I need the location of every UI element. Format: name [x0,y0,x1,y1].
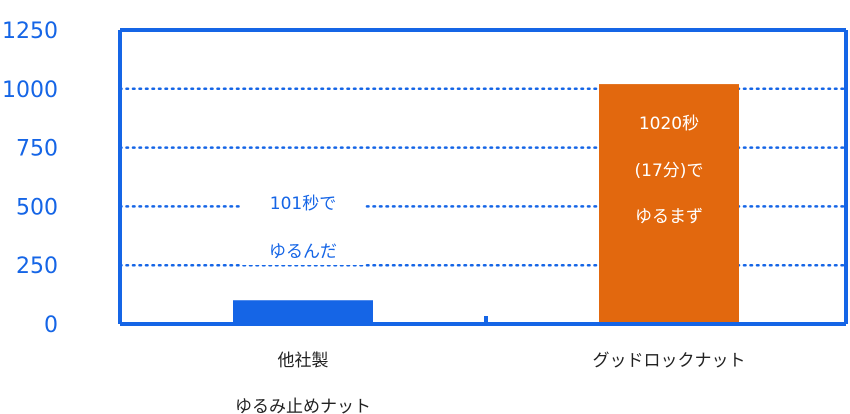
y-tick-label-1000: 1000 [2,78,58,103]
bar-1 [233,300,373,324]
category-label-1-line-1: 他社製 [278,351,329,371]
category-label-1-line-2: ゆるみ止めナット [235,397,371,414]
annotation-1-backing-1 [241,189,365,217]
y-tick-label-1250: 1250 [2,19,58,44]
annotation-1-line-1: 101秒で [270,194,336,214]
y-tick-label-500: 500 [16,195,58,220]
y-tick-label-750: 750 [16,137,58,162]
annotation-2-line-3: ゆるまず [635,207,703,227]
annotation-1-backing-2 [241,237,365,265]
y-tick-label-0: 0 [44,313,58,338]
annotation-1-line-2: ゆるんだ [269,242,337,262]
annotation-2-line-1: 1020秒 [639,114,699,134]
y-tick-label-250: 250 [16,254,58,279]
category-label-2-line-1: グッドロックナット [593,351,746,371]
annotation-2-line-2: (17分)で [635,161,704,181]
bar-2 [599,84,739,324]
